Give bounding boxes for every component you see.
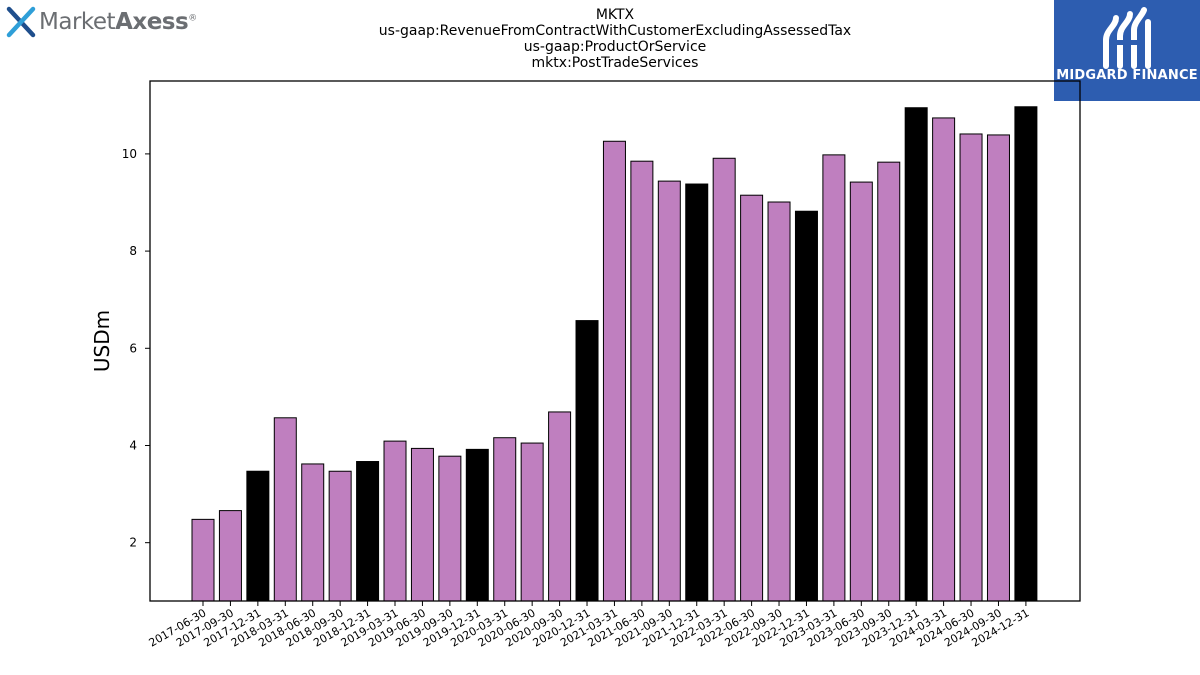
bar (493, 437, 517, 602)
chart-title-line-2: us-gaap:RevenueFromContractWithCustomerE… (378, 23, 852, 39)
bar (301, 463, 325, 602)
y-axis-label: USDm (90, 310, 114, 372)
midgard-finance-emblem-icon (1103, 7, 1151, 69)
bar (520, 442, 544, 602)
bar (383, 440, 407, 602)
y-tick-label: 2 (129, 536, 137, 550)
bar (877, 161, 901, 602)
bar (767, 201, 791, 602)
bar (191, 518, 215, 602)
y-tick-label: 10 (122, 147, 137, 161)
chart-title-line-4: mktx:PostTradeServices (531, 55, 699, 71)
y-tick-label: 6 (129, 341, 137, 355)
chart-title-line-1: MKTX (595, 7, 635, 23)
bar (822, 154, 846, 602)
y-tick-label: 4 (129, 438, 137, 452)
bar (932, 117, 956, 602)
bar (548, 411, 572, 602)
bar (410, 447, 434, 602)
bar (630, 160, 654, 602)
chart-title: MKTX us-gaap:RevenueFromContractWithCust… (0, 7, 1200, 71)
bar (438, 455, 462, 602)
bar (273, 417, 297, 602)
bar (602, 140, 626, 602)
marketaxess-x-icon (6, 6, 36, 38)
bar (356, 461, 380, 602)
bar (740, 194, 764, 602)
midgard-finance-logo: MIDGARD FINANCE (1054, 0, 1200, 101)
marketaxess-logo: MarketAxess® (6, 5, 197, 39)
y-tick-label: 8 (129, 244, 137, 258)
bar (657, 180, 681, 602)
marketaxess-wordmark: MarketAxess® (39, 9, 197, 35)
bar (328, 470, 352, 602)
bar (712, 157, 736, 602)
bar (685, 183, 709, 602)
bar (904, 107, 928, 602)
bar (849, 181, 873, 602)
chart-title-line-3: us-gaap:ProductOrService (523, 39, 707, 55)
bar (465, 448, 489, 602)
bar (1014, 106, 1038, 602)
midgard-finance-text: MIDGARD FINANCE (1056, 68, 1198, 83)
bar (986, 134, 1010, 602)
bar (794, 210, 818, 602)
bar (246, 470, 270, 602)
bar (959, 133, 983, 602)
plot-frame (149, 80, 1081, 602)
bar (218, 510, 242, 602)
bar (575, 320, 599, 602)
